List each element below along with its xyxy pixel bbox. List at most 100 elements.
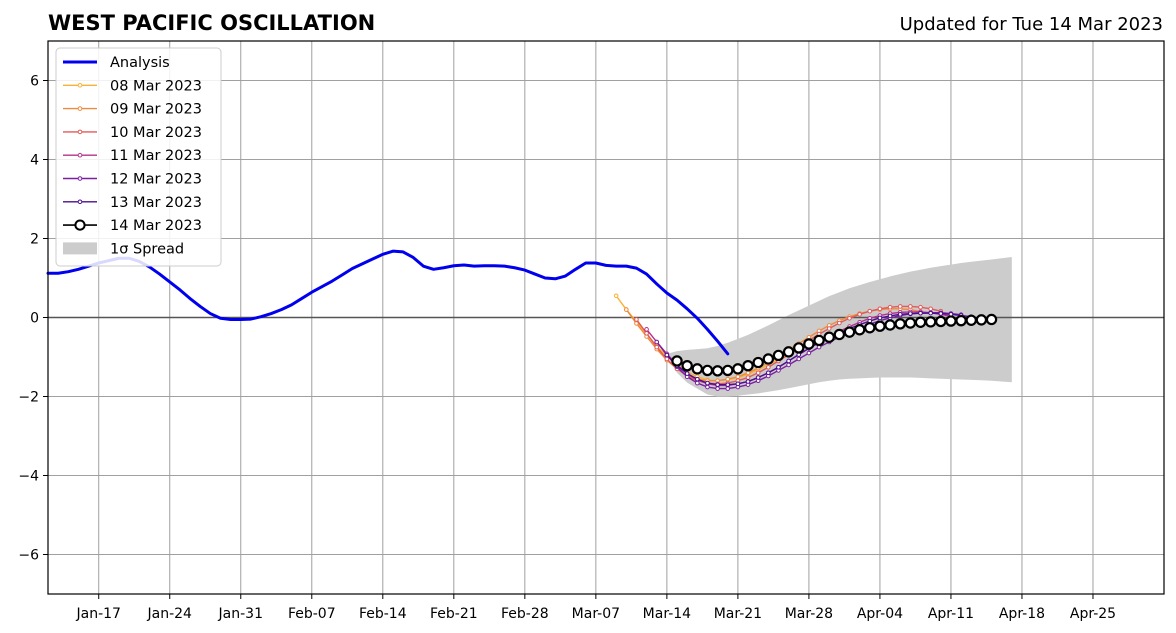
x-tick-label: Jan-31 [218,606,263,622]
x-tick-label: Mar-07 [572,606,620,622]
forecast-point [897,312,903,317]
forecast-point [684,371,690,376]
forecast-point [735,374,741,380]
forecast-point [725,376,731,382]
forecast-point [742,359,754,372]
forecast-point [725,386,731,391]
x-tick-label: Jan-24 [147,606,193,622]
forecast-point [884,319,896,331]
forecast-point [935,315,947,328]
legend-label: 08 Mar 2023 [110,78,202,94]
forecast-point [837,320,842,326]
forecast-point [725,382,731,387]
legend-label: 14 Mar 2023 [110,218,202,234]
forecast-point [813,334,825,347]
forecast-point [634,317,639,322]
x-tick-label: Apr-11 [928,606,974,622]
forecast-point [938,311,944,316]
forecast-point [701,364,714,377]
y-tick-label: 4 [30,153,39,169]
forecast-point [755,375,761,380]
forecast-point [776,364,781,370]
forecast-point [796,356,802,362]
legend-label: 1σ Spread [110,241,184,257]
y-tick-label: 6 [30,74,39,90]
legend-label: 12 Mar 2023 [110,172,202,188]
forecast-point [918,310,923,316]
forecast-point [654,344,660,350]
forecast-point [613,293,619,299]
forecast-point [793,342,805,354]
y-tick-label: −4 [18,469,39,485]
legend-marker [77,83,83,88]
forecast-point [864,322,876,334]
forecast-point [732,363,744,375]
legend-item: 11 Mar 2023 [63,148,202,164]
legend-item: 09 Mar 2023 [63,102,202,118]
forecast-point [887,304,893,310]
forecast-point [755,370,761,376]
y-tick-label: 2 [30,232,39,248]
forecast-point [745,370,751,376]
forecast-point [965,314,977,326]
legend-item: 14 Mar 2023 [63,218,202,234]
legend-box [55,47,222,267]
forecast-point [857,312,862,317]
forecast-point [681,359,693,372]
forecast-series [613,293,998,391]
legend-marker [74,219,86,231]
forecast-point [867,308,873,314]
forecast-point [762,353,775,365]
forecast-point [928,310,933,316]
forecast-point [897,304,903,309]
x-axis-ticks: Jan-17 Jan-24 Jan-31 Feb-07 Feb-14 Feb-21 Feb-… [76,594,1116,622]
x-tick-label: Feb-07 [288,606,336,622]
y-tick-label: −6 [18,548,39,564]
forecast-point [874,320,886,332]
forecast-point [705,384,710,390]
forecast-point [711,365,724,377]
forecast-point [877,315,883,321]
legend-label: Analysis [110,55,170,71]
forecast-point [691,363,704,375]
forecast-point [843,326,856,338]
chart-title: WEST PACIFIC OSCILLATION [48,11,375,35]
legend-label: 13 Mar 2023 [110,195,202,211]
forecast-point [853,324,866,336]
legend-label: 09 Mar 2023 [110,102,202,118]
forecast-point [908,304,913,309]
forecast-point [985,313,998,326]
forecast-point [735,381,741,387]
legend-label: 10 Mar 2023 [110,125,202,141]
legend-item: Analysis [63,55,170,71]
x-tick-label: Apr-04 [857,606,903,622]
forecast-point [782,346,795,358]
x-tick-label: Feb-14 [359,606,407,622]
forecast-point [803,338,815,350]
legend-marker [77,152,83,158]
forecast-point [745,375,751,380]
x-tick-label: Feb-21 [430,606,478,622]
forecast-point [847,315,852,321]
x-tick-label: Mar-28 [785,606,833,622]
x-tick-label: Mar-14 [643,606,691,622]
forecast-point [772,349,785,362]
forecast-point [695,380,700,386]
forecast-point [833,328,846,341]
forecast-point [904,317,917,329]
forecast-point [924,316,937,328]
forecast-point [745,379,751,384]
y-axis-ticks: −6 −4 −2 0 2 4 6 [18,74,48,564]
forecast-point [955,314,967,327]
forecast-point [671,355,683,367]
forecast-point [715,382,720,387]
forecast-point [786,358,791,364]
forecast-point [945,315,957,327]
forecast-point [695,376,700,382]
legend-marker [77,129,83,135]
forecast-point [786,362,791,368]
x-tick-label: Feb-28 [501,606,549,622]
forecast-point [664,352,670,358]
legend-swatch [63,242,97,255]
y-tick-label: −2 [18,390,39,406]
